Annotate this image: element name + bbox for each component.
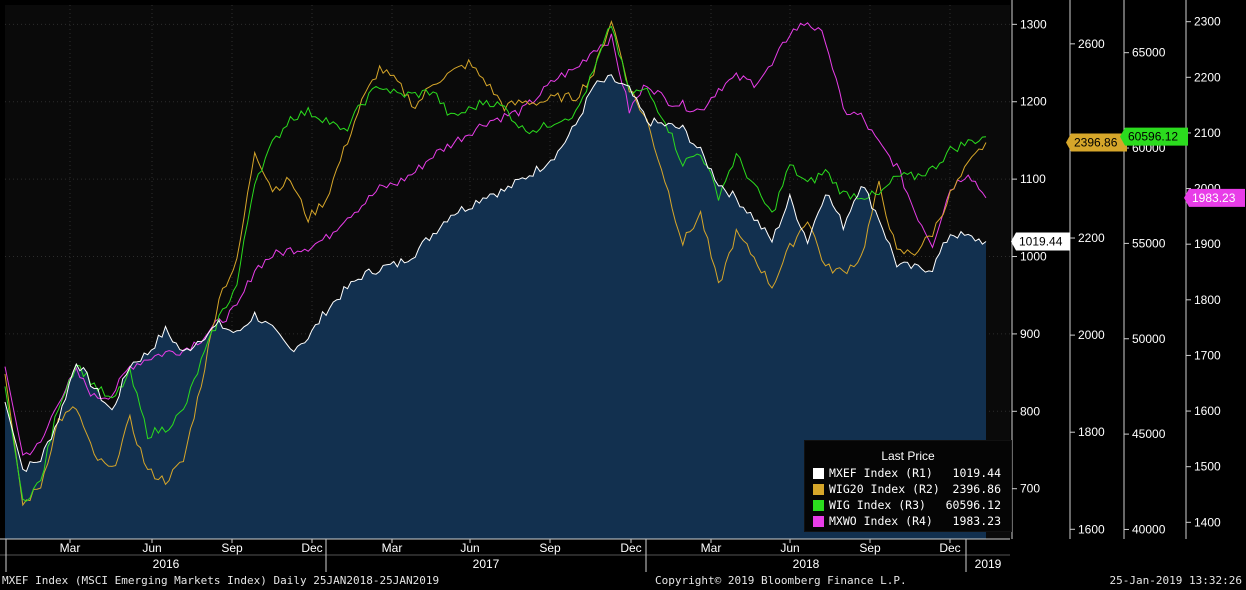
footer-security-info: MXEF Index (MSCI Emerging Markets Index)… bbox=[2, 574, 440, 587]
axis-tick-label-r4: 2100 bbox=[1194, 126, 1221, 140]
axis-tick-label-r3: 55000 bbox=[1132, 236, 1166, 250]
x-tick-label: Mar bbox=[382, 541, 403, 555]
axis-tick-label-r2: 1600 bbox=[1078, 522, 1105, 536]
axis-tick-label-r1: 1200 bbox=[1020, 95, 1047, 109]
legend-row-mxwo: MXWO Index (R4) 1983.23 bbox=[805, 514, 1011, 530]
legend-value-mxwo: 1983.23 bbox=[952, 514, 1001, 528]
last-price-tag-wig20: 2396.86 bbox=[1066, 133, 1127, 152]
last-price-tag-label: 2396.86 bbox=[1074, 135, 1118, 149]
axis-tick-label-r1: 1000 bbox=[1020, 250, 1047, 264]
axis-tick-label-r4: 1600 bbox=[1194, 404, 1221, 418]
last-price-tag-bg bbox=[1184, 188, 1245, 207]
axis-tick-label-r2: 2200 bbox=[1078, 231, 1105, 245]
x-year-label: 2016 bbox=[153, 557, 180, 571]
legend-name-mxwo: MXWO Index (R4) bbox=[829, 514, 933, 528]
x-tick-label: Jun bbox=[142, 541, 161, 555]
x-tick-label: Sep bbox=[221, 541, 243, 555]
x-tick-label: Jun bbox=[460, 541, 479, 555]
axis-tick-label-r3: 50000 bbox=[1132, 332, 1166, 346]
legend-name-wig: WIG Index (R3) bbox=[829, 498, 926, 512]
x-year-label: 2019 bbox=[975, 557, 1002, 571]
series-line-mxwo bbox=[4, 22, 987, 456]
x-tick-label: Dec bbox=[620, 541, 641, 555]
series-line-wig20 bbox=[4, 20, 987, 507]
axis-tick-label-r4: 1400 bbox=[1194, 515, 1221, 529]
footer-bar: MXEF Index (MSCI Emerging Markets Index)… bbox=[0, 572, 1246, 590]
legend-box: Last Price MXEF Index (R1) 1019.44 WIG20… bbox=[804, 440, 1012, 532]
legend-value-wig: 60596.12 bbox=[945, 498, 1001, 512]
series-line-wig bbox=[4, 25, 987, 502]
legend-row-wig20: WIG20 Index (R2) 2396.86 bbox=[805, 482, 1011, 498]
axis-tick-label-r4: 1700 bbox=[1194, 348, 1221, 362]
axis-tick-label-r2: 1800 bbox=[1078, 425, 1105, 439]
series-area-mxef bbox=[5, 74, 986, 540]
legend-value-mxef: 1019.44 bbox=[952, 466, 1001, 480]
axis-tick-label-r3: 65000 bbox=[1132, 46, 1166, 60]
footer-copyright: Copyright© 2019 Bloomberg Finance L.P. bbox=[655, 574, 907, 587]
last-price-tag-wig: 60596.12 bbox=[1120, 127, 1188, 146]
x-year-label: 2017 bbox=[473, 557, 500, 571]
legend-row-mxef: MXEF Index (R1) 1019.44 bbox=[805, 466, 1011, 482]
axis-tick-label-r4: 1900 bbox=[1194, 237, 1221, 251]
last-price-tag-bg bbox=[1066, 133, 1127, 152]
x-tick-label: Mar bbox=[60, 541, 81, 555]
legend-value-wig20: 2396.86 bbox=[952, 482, 1001, 496]
last-price-tag-mxef: 1019.44 bbox=[1011, 232, 1070, 251]
axis-tick-label-r4: 1500 bbox=[1194, 460, 1221, 474]
series-line-mxef bbox=[4, 74, 987, 473]
legend-title: Last Price bbox=[881, 449, 935, 463]
legend-swatch-mxwo bbox=[813, 516, 824, 527]
x-tick-label: Sep bbox=[539, 541, 561, 555]
legend-swatch-wig20 bbox=[813, 484, 824, 495]
axis-tick-label-r4: 2300 bbox=[1194, 15, 1221, 29]
axis-tick-label-r1: 700 bbox=[1020, 482, 1040, 496]
axis-tick-label-r3: 45000 bbox=[1132, 427, 1166, 441]
axis-tick-label-r3: 40000 bbox=[1132, 522, 1166, 536]
axis-tick-label-r4: 2200 bbox=[1194, 70, 1221, 84]
x-tick-label: Dec bbox=[301, 541, 322, 555]
price-chart: 1300120011001000900800700260024002200200… bbox=[0, 0, 1245, 572]
legend-name-wig20: WIG20 Index (R2) bbox=[829, 482, 940, 496]
x-tick-label: Dec bbox=[939, 541, 960, 555]
legend-name-mxef: MXEF Index (R1) bbox=[829, 466, 933, 480]
x-tick-label: Jun bbox=[780, 541, 799, 555]
last-price-tag-mxwo: 1983.23 bbox=[1184, 188, 1245, 207]
x-tick-label: Mar bbox=[701, 541, 722, 555]
last-price-tag-label: 60596.12 bbox=[1128, 130, 1178, 144]
axis-tick-label-r2: 2600 bbox=[1078, 37, 1105, 51]
axis-tick-label-r1: 1100 bbox=[1020, 172, 1046, 186]
axis-tick-label-r1: 1300 bbox=[1020, 17, 1047, 31]
x-tick-label: Sep bbox=[859, 541, 881, 555]
last-price-tag-label: 1983.23 bbox=[1192, 191, 1236, 205]
legend-swatch-mxef bbox=[813, 468, 824, 479]
axis-tick-label-r1: 800 bbox=[1020, 404, 1040, 418]
axis-tick-label-r4: 1800 bbox=[1194, 293, 1221, 307]
axis-tick-label-r1: 900 bbox=[1020, 327, 1040, 341]
last-price-tag-label: 1019.44 bbox=[1019, 234, 1063, 248]
last-price-tag-bg bbox=[1120, 127, 1188, 146]
x-year-label: 2018 bbox=[793, 557, 820, 571]
axis-tick-label-r2: 2000 bbox=[1078, 328, 1105, 342]
last-price-tag-bg bbox=[1011, 232, 1070, 251]
legend-swatch-wig bbox=[813, 500, 824, 511]
footer-timestamp: 25-Jan-2019 13:32:26 bbox=[1109, 574, 1242, 587]
legend-row-wig: WIG Index (R3) 60596.12 bbox=[805, 498, 1011, 514]
